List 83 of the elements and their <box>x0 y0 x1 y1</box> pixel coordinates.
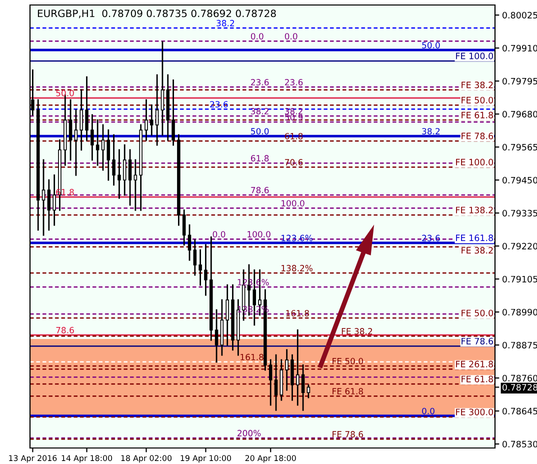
annotation: 78.6 <box>251 186 269 194</box>
annotation: 100.0 <box>282 200 304 206</box>
ref-line-label: FE 138.2 <box>456 206 493 214</box>
annotation: FE 38.2 <box>342 328 372 334</box>
annotation: 100.0 <box>248 231 270 238</box>
ref-line-label: FE 61.8 <box>462 112 494 118</box>
candlestick <box>85 76 88 141</box>
annotation: 23.6 <box>210 101 228 108</box>
ref-line-label: FE 161.8 <box>456 234 494 242</box>
y-tick-label: 0.78645 <box>502 408 537 414</box>
candlestick <box>90 114 94 161</box>
candlestick <box>274 354 278 411</box>
candlestick <box>301 364 305 411</box>
annotation: 0.0 <box>284 33 298 40</box>
candlestick <box>306 384 310 398</box>
candlestick <box>74 109 78 176</box>
candlestick <box>52 174 56 226</box>
candlestick <box>144 99 148 141</box>
annotation: 0.0 <box>422 408 434 414</box>
candlestick <box>112 134 116 186</box>
ref-line-label: FE 100.0 <box>456 52 494 60</box>
candlestick <box>172 79 175 146</box>
ref-line-label: FE 261.8 <box>456 360 494 368</box>
chart-title: EURGBP,H1 0.78709 0.78735 0.78692 0.78728 <box>38 10 276 18</box>
annotation: 38.2 <box>216 20 234 26</box>
annotation: 161.8 <box>240 354 264 360</box>
y-tick-label: 0.79565 <box>502 144 537 150</box>
annotation: FE 50.0 <box>332 358 364 364</box>
annotation: FE 78.6 <box>332 431 364 438</box>
ref-line-label: FE 38.2 <box>462 82 493 88</box>
candlestick <box>160 41 164 136</box>
candlestick <box>128 149 132 206</box>
y-tick-label: 0.79335 <box>502 210 537 216</box>
annotation: 78.6 <box>56 326 74 334</box>
annotation: 70.6 <box>285 159 303 166</box>
annotation: 0.0 <box>212 231 226 238</box>
ref-line-label: FE 50.0 <box>462 96 494 104</box>
annotation: 23.6 <box>251 79 269 86</box>
annotation: 123.6% <box>282 234 312 242</box>
ref-line-label: FE 61.8 <box>462 376 494 382</box>
annotation: 23.6 <box>422 234 440 242</box>
annotation: 38.2 <box>285 108 302 114</box>
candlestick <box>198 249 202 286</box>
annotation: FE 61.8 <box>332 388 363 394</box>
candlestick <box>42 159 46 236</box>
candlestick <box>68 99 72 161</box>
ref-line-label: FE 78.6 <box>462 132 494 140</box>
y-tick-label: 0.80025 <box>502 12 537 18</box>
ref-line-label: FE 38.2 <box>462 247 493 254</box>
candlestick <box>204 244 208 296</box>
candlestick <box>193 239 197 276</box>
annotation: 61.8 <box>251 155 269 162</box>
candlestick <box>122 144 126 196</box>
ref-line-label: FE 50.0 <box>462 310 494 316</box>
candlestick <box>188 224 192 261</box>
ref-line-label: FE 300.0 <box>456 408 494 416</box>
candlestick <box>80 89 84 151</box>
candlestick <box>226 284 229 346</box>
y-tick-label: 0.79105 <box>502 276 537 282</box>
candlestick <box>96 119 100 166</box>
candlestick <box>155 74 159 146</box>
candlestick <box>47 179 51 231</box>
annotation: 50.0 <box>422 42 440 48</box>
annotation: 0.0 <box>250 33 264 40</box>
candlestick <box>134 159 138 211</box>
y-tick-label: 0.79795 <box>502 78 537 84</box>
candlestick <box>268 359 272 406</box>
y-tick-label: 0.78875 <box>502 342 537 348</box>
annotation: 38.2 <box>251 108 268 114</box>
candlestick <box>106 129 110 181</box>
candlestick <box>214 309 218 363</box>
annotation: 23.6 <box>284 79 303 86</box>
annotation: 138.2% <box>282 264 312 272</box>
candlestick <box>182 209 186 246</box>
annotation: 50.0 <box>56 90 74 96</box>
annotation: 50.0 <box>251 128 269 134</box>
annotation: 200% <box>238 430 261 436</box>
ref-line-label: FE 78.6 <box>462 338 494 344</box>
ref-line-label: FE 100.0 <box>456 158 494 166</box>
annotation: 38.2 <box>422 128 440 134</box>
candlestick <box>101 124 105 171</box>
candlestick <box>150 104 154 136</box>
candlestick <box>118 149 121 199</box>
